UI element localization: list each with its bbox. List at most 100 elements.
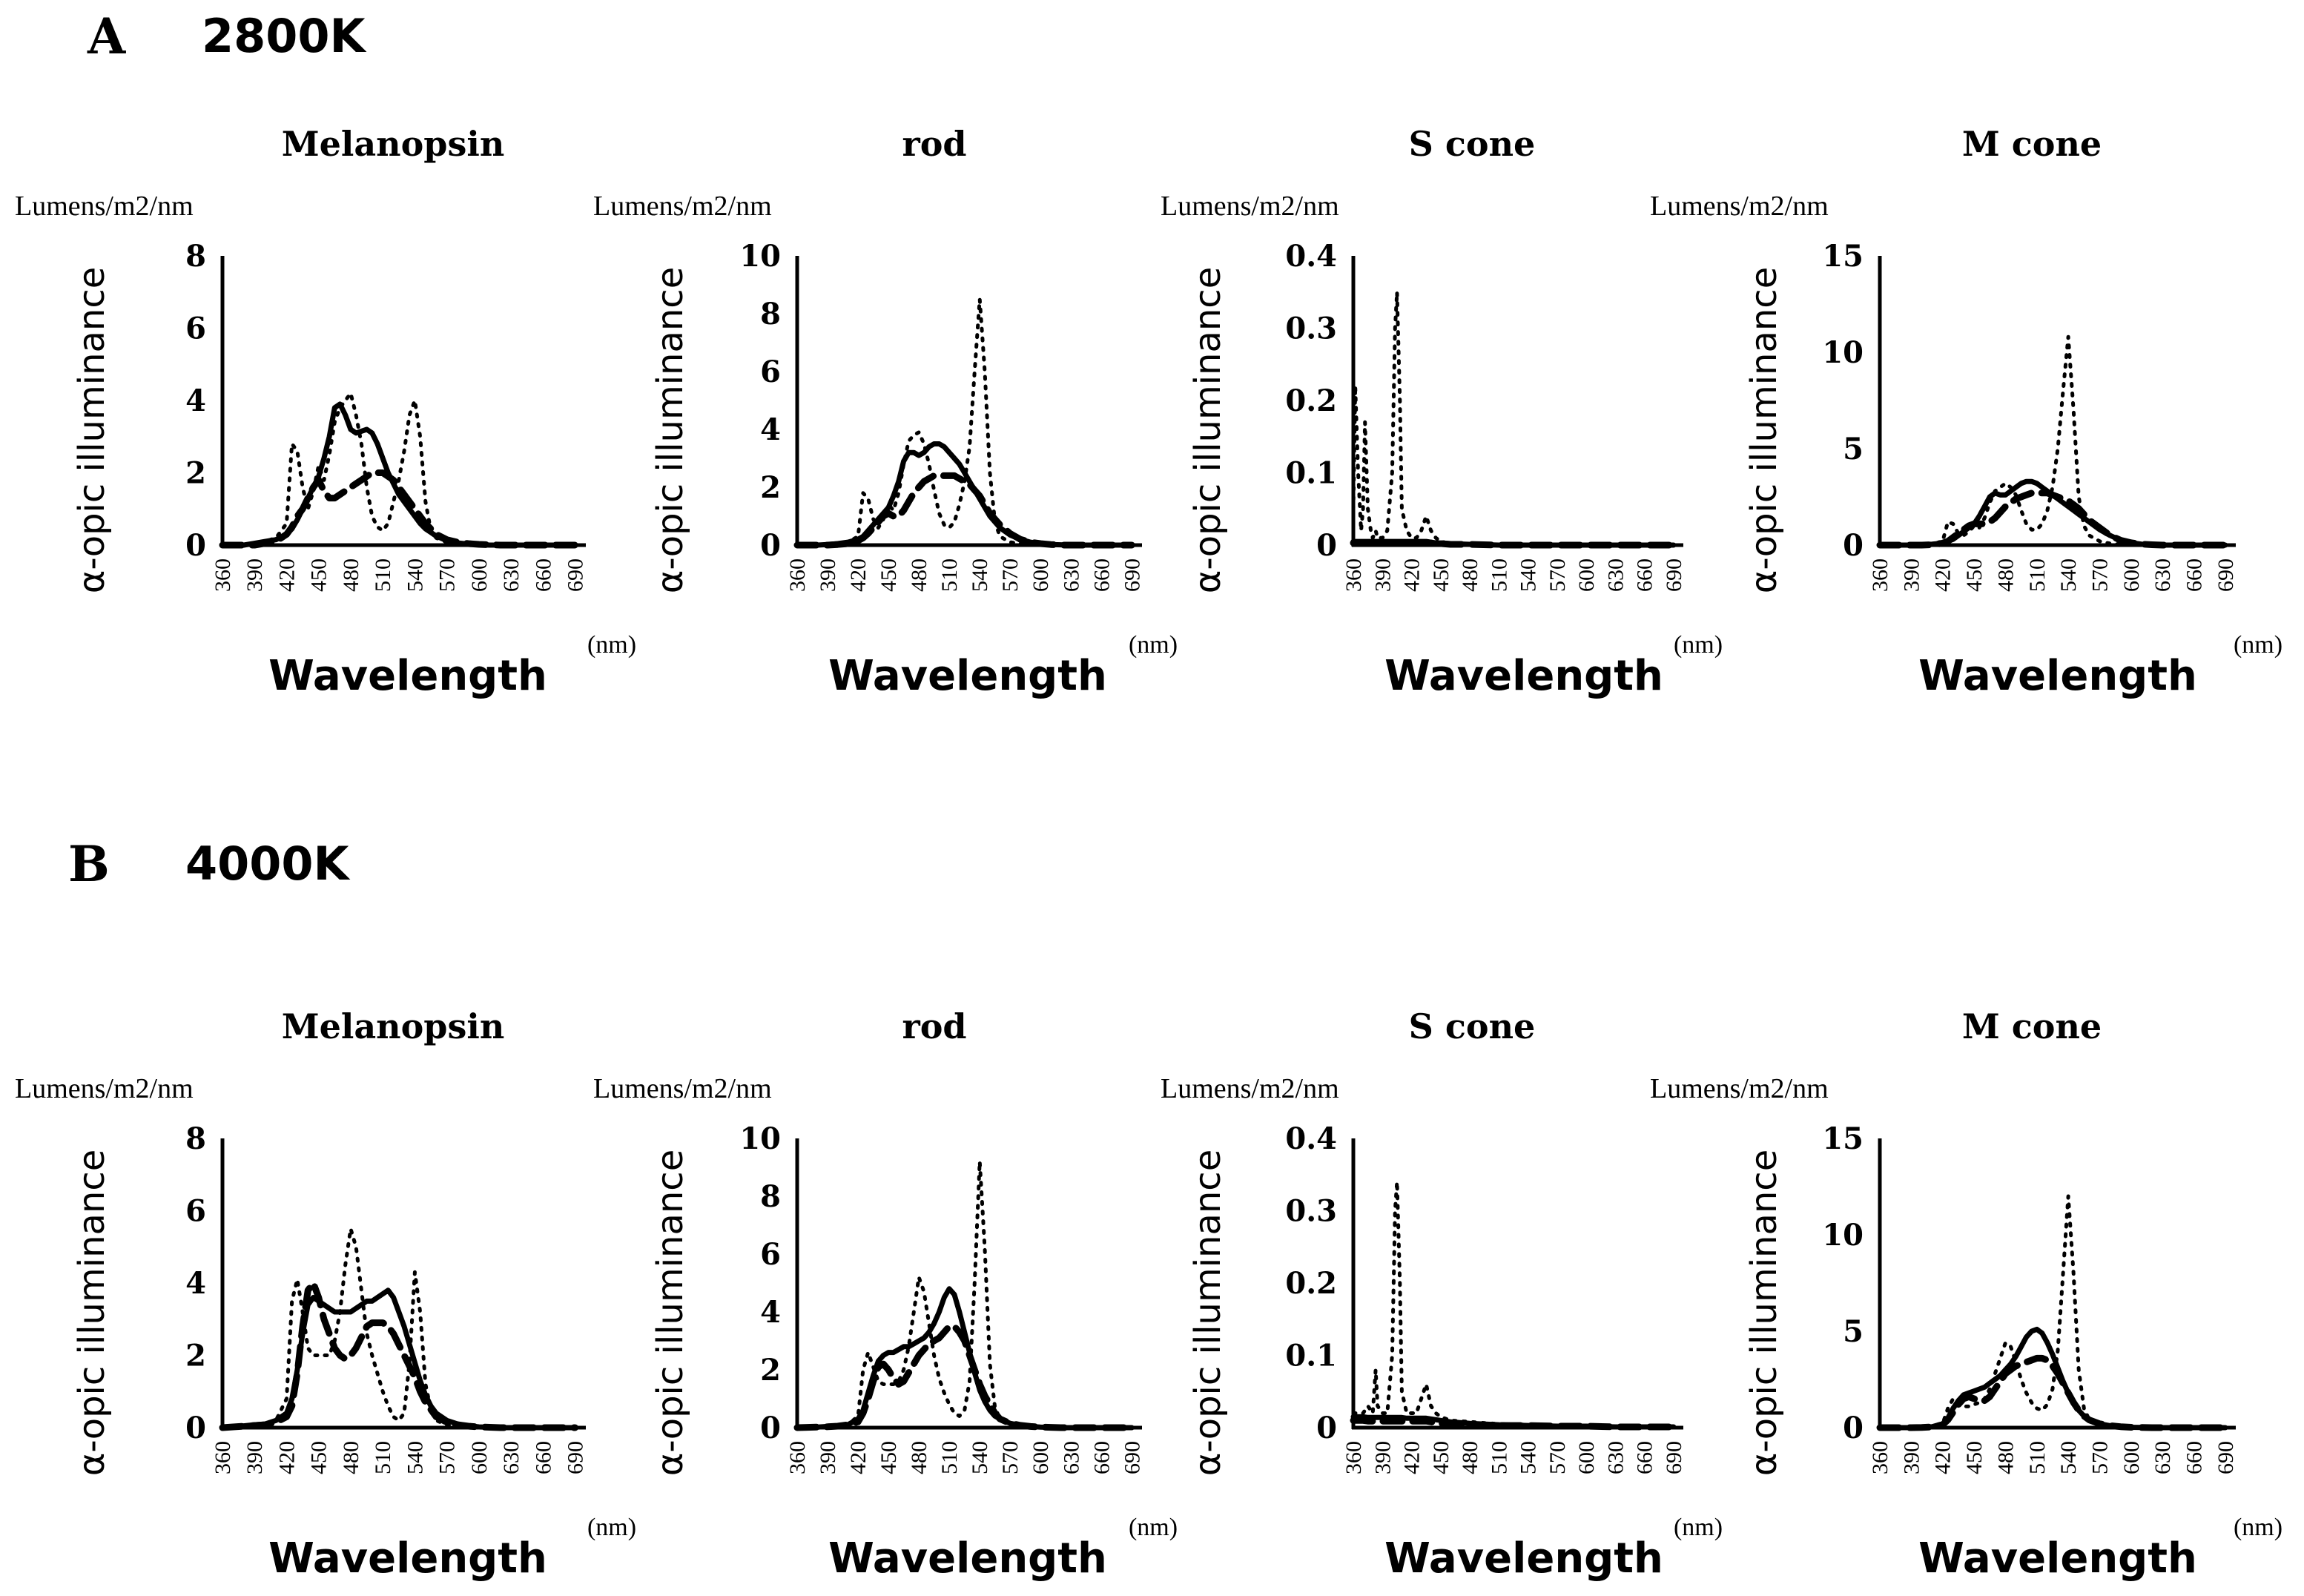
series-dotted-line [795,297,1134,547]
x-tick-label: 480 [907,1441,931,1474]
x-tick-label: 510 [937,1441,962,1474]
x-tick-label: 570 [998,1441,1023,1474]
x-tick-label: 390 [1370,558,1395,592]
y-unit-label: Lumens/m2/nm [1161,1073,1339,1104]
x-tick-label: 660 [1089,558,1114,592]
x-tick-label: 360 [1868,1441,1892,1474]
x-tick-label: 600 [2119,558,2144,592]
x-axis-label: Wavelength [1918,652,2197,700]
chart-a-rod: rod Lumens/m2/nm α-opic illuminance Wavelen… [593,124,1178,700]
x-unit-label: (nm) [1674,1514,1723,1541]
x-tick-label: 420 [1400,558,1425,592]
series-dotted-line [1351,1180,1676,1429]
chart-b-rod: rod Lumens/m2/nm α-opic illuminance Wavelen… [593,1006,1178,1583]
x-unit-label: (nm) [1129,1514,1178,1541]
y-tick-label: 0.1 [1285,456,1337,491]
chart-a-m-cone: M cone Lumens/m2/nm α-opic illuminance Wave… [1650,124,2282,700]
y-unit-label: Lumens/m2/nm [593,191,772,222]
x-tick-label: 420 [1931,1441,1955,1474]
x-tick-label: 450 [307,1441,331,1474]
y-unit-label: Lumens/m2/nm [1161,191,1339,222]
series-dotted-line [795,1159,1134,1430]
y-tick-label: 5 [1843,432,1864,466]
x-unit-label: (nm) [587,631,636,659]
y-axis-label: α-opic illuminance [71,267,113,593]
y-tick-label: 2 [760,470,781,505]
x-tick-label: 690 [1662,1441,1686,1474]
x-tick-label: 510 [1487,558,1511,592]
y-tick-label: 6 [760,1237,781,1272]
y-tick-label: 6 [760,355,781,389]
x-tick-label: 630 [1603,1441,1628,1474]
x-tick-label: 540 [403,1441,427,1474]
y-axis-label: α-opic illuminance [1187,1150,1229,1476]
y-axis-label: α-opic illuminance [1187,267,1229,593]
x-tick-label: 480 [339,1441,363,1474]
y-tick-label: 0 [185,528,206,563]
x-unit-label: (nm) [2234,1514,2282,1541]
y-axis-label: α-opic illuminance [650,267,691,593]
x-tick-label: 660 [1633,558,1657,592]
x-unit-label: (nm) [587,1514,636,1541]
y-tick-label: 8 [185,1121,206,1156]
chart-b-s-cone: S cone Lumens/m2/nm α-opic illuminance Wave… [1161,1006,1723,1583]
y-tick-label: 4 [760,1295,781,1330]
chart-b-m-cone: M cone Lumens/m2/nm α-opic illuminance Wave… [1650,1006,2282,1583]
x-tick-label: 570 [435,1441,460,1474]
y-tick-label: 0.4 [1285,239,1337,274]
y-tick-label: 8 [760,297,781,332]
x-tick-label: 360 [785,1441,810,1474]
y-tick-label: 0 [760,1411,781,1445]
x-tick-label: 450 [307,558,331,592]
x-tick-label: 570 [998,558,1023,592]
x-tick-label: 630 [499,558,524,592]
series-dashed-line [219,469,579,549]
x-tick-label: 600 [1574,558,1599,592]
y-tick-label: 0 [1316,528,1337,563]
chart-title: S cone [1409,124,1536,164]
y-tick-label: 6 [185,1194,206,1229]
series-solid-line [219,401,578,548]
x-unit-label: (nm) [1674,631,1723,659]
x-tick-label: 450 [877,558,901,592]
x-tick-label: 480 [1993,558,2018,592]
x-tick-label: 570 [1545,1441,1570,1474]
y-tick-label: 4 [185,1266,206,1301]
x-tick-label: 510 [371,1441,395,1474]
y-tick-label: 0.3 [1285,311,1337,346]
x-tick-label: 420 [1931,558,1955,592]
x-unit-label: (nm) [2234,631,2282,659]
y-unit-label: Lumens/m2/nm [593,1073,772,1104]
panel-b-temperature: 4000K [185,837,351,891]
x-tick-label: 630 [1603,558,1628,592]
chart-title: rod [902,1006,966,1046]
x-tick-label: 450 [1962,1441,1987,1474]
series-dotted-line [1878,1194,2228,1430]
chart-title: M cone [1962,124,2102,164]
y-axis-label: α-opic illuminance [650,1150,691,1476]
y-tick-label: 4 [760,412,781,447]
x-axis-label: Wavelength [1918,1534,2197,1583]
x-tick-label: 630 [2150,1441,2175,1474]
x-tick-label: 660 [1633,1441,1657,1474]
x-tick-label: 600 [1029,1441,1053,1474]
x-axis-label: Wavelength [828,652,1107,700]
chart-a-s-cone: S cone Lumens/m2/nm α-opic illuminance Wave… [1161,124,1723,700]
x-tick-label: 600 [2119,1441,2144,1474]
y-tick-label: 2 [185,1339,206,1374]
x-tick-label: 540 [1516,558,1541,592]
x-tick-label: 660 [531,558,555,592]
x-tick-label: 480 [1458,1441,1482,1474]
x-tick-label: 390 [1370,1441,1395,1474]
x-tick-label: 390 [242,1441,267,1474]
y-tick-label: 10 [739,239,781,274]
chart-title: Melanopsin [282,1006,505,1046]
y-tick-label: 0.2 [1285,383,1337,418]
series-dotted-line [1351,290,1676,547]
y-axis-label: α-opic illuminance [1743,267,1785,593]
x-tick-label: 420 [846,558,871,592]
x-tick-label: 570 [2087,558,2112,592]
y-unit-label: Lumens/m2/nm [1650,191,1829,222]
chart-title: Melanopsin [282,124,505,164]
